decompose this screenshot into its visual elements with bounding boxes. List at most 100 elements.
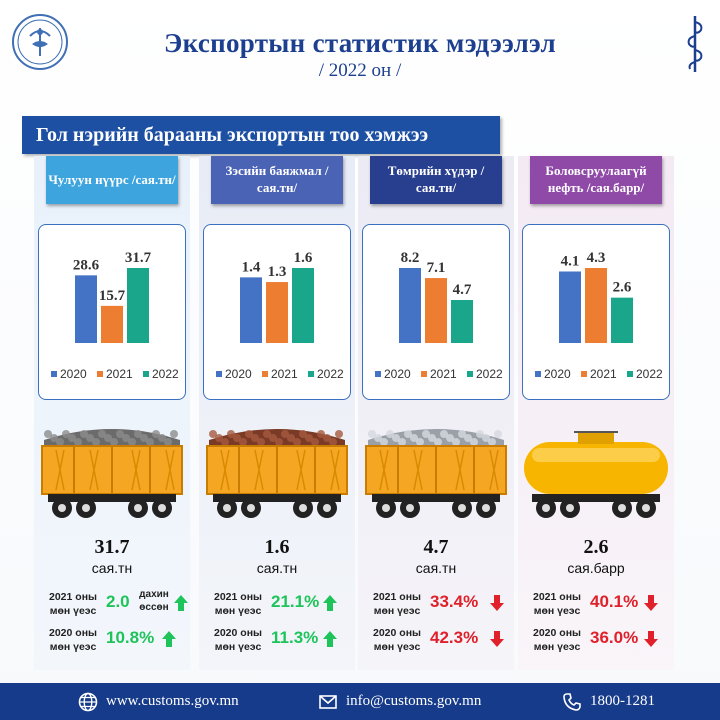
comparison-2020: 2020 оны мөн үеэс 10.8%: [34, 624, 190, 658]
bar-2020: [75, 275, 97, 343]
copper-wagon-icon: [206, 429, 348, 518]
bar-2020: [240, 277, 262, 343]
legend-swatch: [308, 371, 314, 377]
bar-value-label: 1.6: [294, 250, 313, 266]
legend-label: 2020: [384, 367, 411, 381]
bar-2022: [451, 300, 473, 343]
chart-svg: 1.4 1.3 1.6 2020 2021 2022: [216, 250, 344, 381]
total-value: 2.6: [583, 536, 609, 558]
customs-logo-icon: [12, 14, 68, 70]
bar-2021: [266, 282, 288, 343]
comparison-label: 2020 оны мөн үеэс: [214, 627, 262, 654]
arrow-down-icon: [644, 631, 658, 647]
legend-label: 2020: [60, 367, 87, 381]
bar-value-label: 15.7: [99, 288, 126, 304]
chart-svg: 28.6 15.7 31.7 2020 2021 2022: [51, 250, 179, 381]
email-link[interactable]: info@customs.gov.mn: [346, 693, 482, 709]
total-unit: сая.тн: [91, 560, 133, 576]
column-label: Зэсийн баяжмал /сая.тн/: [211, 156, 343, 204]
legend-swatch: [421, 371, 427, 377]
comparison-2021: 2021 оны мөн үеэс 33.4%: [358, 588, 514, 622]
comparison-value: 36.0%: [590, 628, 639, 647]
total-unit: сая.тн: [256, 560, 298, 576]
legend-label: 2022: [152, 367, 179, 381]
bar-chart: 4.1 4.3 2.6 2020 2021 2022: [522, 224, 670, 400]
column-copper: Зэсийн баяжмал /сая.тн/ 1.4 1.3 1.6 2020 202…: [199, 156, 355, 670]
legend-swatch: [627, 371, 633, 377]
column-label: Төмрийн хүдэр /сая.тн/: [370, 156, 502, 204]
comparison-label: 2020 оны мөн үеэс: [49, 627, 97, 654]
website-link[interactable]: www.customs.gov.mn: [106, 693, 239, 709]
bar-chart: 28.6 15.7 31.7 2020 2021 2022: [38, 224, 186, 400]
arrow-down-icon: [644, 595, 658, 611]
bar-2022: [292, 268, 314, 343]
bar-value-label: 4.1: [561, 253, 580, 269]
legend-label: 2022: [636, 367, 663, 381]
footer-email[interactable]: info@customs.gov.mn: [318, 683, 481, 720]
bar-value-label: 4.7: [453, 282, 472, 298]
legend-swatch: [375, 371, 381, 377]
comparison-2020: 2020 оны мөн үеэс 42.3%: [358, 624, 514, 658]
oil-tank-wagon-icon: [524, 431, 668, 518]
footer-bar: www.customs.gov.mn info@customs.gov.mn 1…: [0, 683, 720, 720]
bar-value-label: 8.2: [401, 250, 420, 266]
bar-2020: [559, 271, 581, 343]
bar-value-label: 1.4: [242, 259, 261, 275]
legend-swatch: [262, 371, 268, 377]
legend-swatch: [535, 371, 541, 377]
bar-2021: [425, 278, 447, 343]
mail-icon: [319, 694, 337, 709]
legend-swatch: [216, 371, 222, 377]
comparison-value: 33.4%: [430, 592, 479, 611]
total-unit: сая.тн: [415, 560, 457, 576]
column-label: Чулуун нүүрс /сая.тн/: [46, 156, 178, 204]
legend-label: 2020: [225, 367, 252, 381]
total-value: 31.7: [94, 536, 130, 558]
coal-wagon-icon: [41, 429, 183, 518]
comparison-2021: 2021 оны мөн үеэс 21.1%: [199, 588, 355, 622]
comparison-value: 2.0: [106, 592, 130, 611]
phone-icon: [563, 692, 581, 711]
comparison-label: 2021 оны мөн үеэс: [214, 591, 262, 618]
comparison-value: 42.3%: [430, 628, 479, 647]
arrow-up-icon: [174, 595, 188, 611]
bar-value-label: 2.6: [613, 280, 632, 296]
comparison-value: 10.8%: [106, 628, 155, 647]
iron-ore-wagon-icon: [365, 429, 507, 518]
total-unit: сая.барр: [567, 560, 625, 576]
legend-swatch: [51, 371, 57, 377]
footer-website[interactable]: www.customs.gov.mn: [78, 683, 239, 720]
arrow-up-icon: [162, 631, 176, 647]
bar-value-label: 4.3: [587, 250, 606, 266]
comparison-value: 40.1%: [590, 592, 639, 611]
comparison-label: 2021 оны мөн үеэс: [373, 591, 421, 618]
column-crude-oil: Боловсруулаагүй нефть /сая.барр/ 4.1 4.3 2…: [518, 156, 674, 670]
bar-2020: [399, 268, 421, 343]
comparison-value: 11.3%: [271, 628, 319, 647]
comparison-label: 2021 оны мөн үеэс: [533, 591, 581, 618]
chart-svg: 8.2 7.1 4.7 2020 2021 2022: [375, 250, 503, 381]
comparison-2021: 2021 оны мөн үеэс 2.0 дахин өссөн: [34, 588, 190, 622]
comparison-label: 2020 оны мөн үеэс: [373, 627, 421, 654]
bar-value-label: 31.7: [125, 250, 152, 266]
total-value: 4.7: [423, 536, 449, 558]
total-value: 1.6: [264, 536, 290, 558]
page-subtitle: / 2022 он /: [318, 60, 402, 81]
bar-value-label: 7.1: [427, 260, 446, 276]
bar-chart: 1.4 1.3 1.6 2020 2021 2022: [203, 224, 351, 400]
page-title: Экспортын статистик мэдээлэл: [164, 28, 556, 58]
comparison-label: 2021 оны мөн үеэс: [49, 591, 97, 618]
phone-number[interactable]: 1800-1281: [590, 693, 655, 709]
footer-phone[interactable]: 1800-1281: [562, 683, 655, 720]
legend-swatch: [97, 371, 103, 377]
legend-label: 2021: [430, 367, 457, 381]
legend-label: 2021: [590, 367, 617, 381]
bar-2021: [101, 305, 123, 343]
section-banner: Гол нэрийн барааны экспортын тоо хэмжээ: [22, 116, 500, 154]
legend-label: 2021: [271, 367, 298, 381]
comparison-2020: 2020 оны мөн үеэс 36.0%: [518, 624, 674, 658]
bar-value-label: 28.6: [73, 257, 100, 273]
legend-swatch: [581, 371, 587, 377]
legend-label: 2021: [106, 367, 133, 381]
